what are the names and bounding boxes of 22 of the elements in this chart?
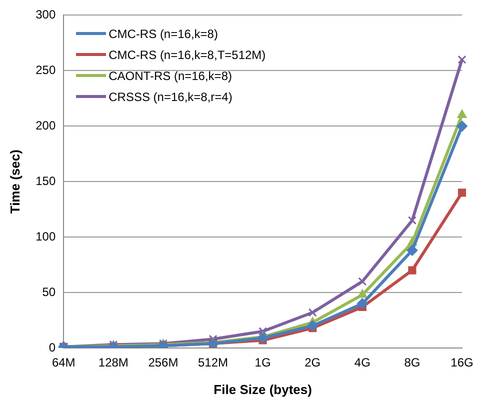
legend-label: CAONT-RS (n=16,k=8) (108, 68, 232, 83)
y-axis-title: Time (sec) (7, 150, 22, 214)
y-tick-label: 150 (36, 174, 56, 188)
x-tick-label: 256M (148, 356, 178, 370)
y-tick-label: 300 (36, 8, 56, 22)
y-tick-label: 200 (36, 118, 56, 132)
x-tick-label: 64M (52, 356, 76, 370)
x-tick-label: 128M (98, 356, 128, 370)
x-tick-label: 1G (254, 356, 271, 370)
x-tick-label: 8G (404, 356, 420, 370)
x-tick-label: 4G (354, 356, 370, 370)
x-axis-title: File Size (bytes) (214, 382, 312, 397)
legend-label: CRSSS (n=16,k=8,r=4) (108, 90, 232, 104)
legend-label: CMC-RS (n=16,k=8) (108, 26, 218, 41)
y-tick-label: 100 (36, 229, 56, 244)
y-tick-label: 50 (42, 284, 56, 299)
legend-label: CMC-RS (n=16,k=8,T=512M) (108, 48, 266, 62)
y-tick-label: 0 (48, 340, 56, 354)
x-tick-label: 512M (198, 356, 228, 370)
x-tick-label: 16G (450, 356, 474, 370)
y-tick-label: 250 (36, 62, 56, 77)
x-tick-label: 2G (304, 356, 321, 370)
